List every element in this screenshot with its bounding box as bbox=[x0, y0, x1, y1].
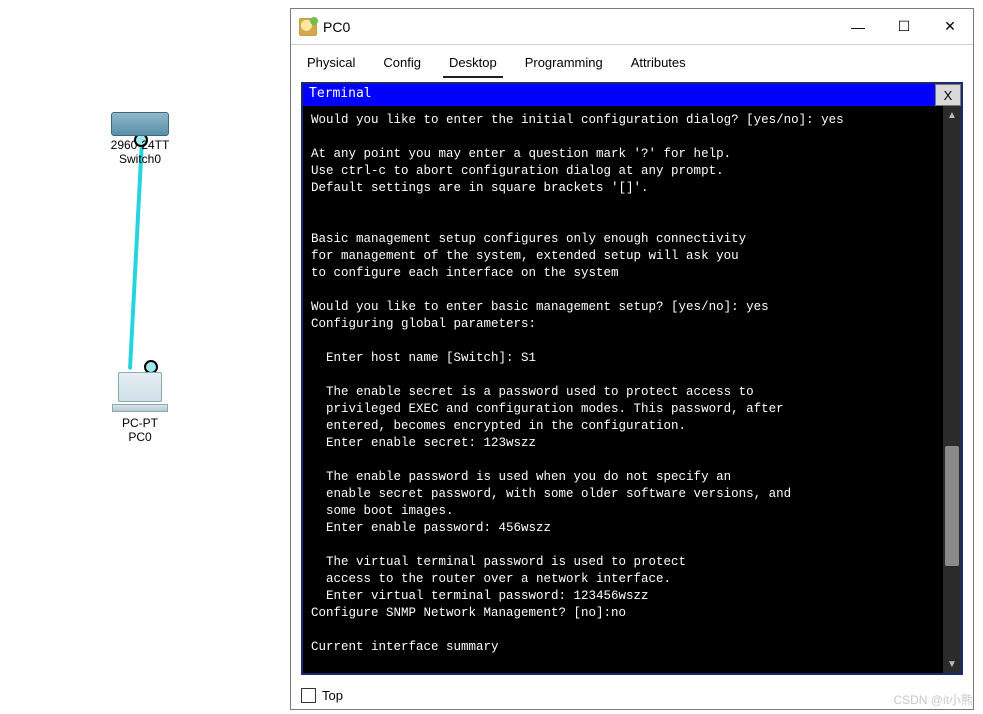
tab-config[interactable]: Config bbox=[377, 51, 427, 78]
link-cable bbox=[128, 140, 144, 370]
switch-icon bbox=[111, 112, 169, 136]
window-title: PC0 bbox=[323, 19, 835, 35]
topology-canvas[interactable]: 2960-24TT Switch0 PC-PT PC0 bbox=[0, 0, 290, 714]
tab-desktop[interactable]: Desktop bbox=[443, 51, 503, 78]
minimize-button[interactable]: ― bbox=[835, 12, 881, 42]
switch-name-label: Switch0 bbox=[100, 152, 180, 166]
terminal-title: Terminal bbox=[303, 84, 935, 106]
device-switch[interactable]: 2960-24TT Switch0 bbox=[100, 112, 180, 166]
pc-model-label: PC-PT bbox=[100, 416, 180, 430]
terminal-header: Terminal X bbox=[303, 84, 961, 106]
bottom-bar: Top bbox=[291, 681, 973, 709]
terminal-close-button[interactable]: X bbox=[935, 84, 961, 106]
tab-physical[interactable]: Physical bbox=[301, 51, 361, 78]
device-pc[interactable]: PC-PT PC0 bbox=[100, 372, 180, 444]
scroll-thumb[interactable] bbox=[945, 446, 959, 566]
tab-programming[interactable]: Programming bbox=[519, 51, 609, 78]
terminal-scrollbar[interactable]: ▲ ▼ bbox=[943, 106, 961, 673]
scroll-down-icon[interactable]: ▼ bbox=[943, 655, 961, 673]
pc-name-label: PC0 bbox=[100, 430, 180, 444]
pc-window-icon bbox=[299, 18, 317, 36]
switch-model-label: 2960-24TT bbox=[100, 138, 180, 152]
pc-window: PC0 ― ☐ ✕ Physical Config Desktop Programmi… bbox=[290, 8, 974, 710]
maximize-button[interactable]: ☐ bbox=[881, 12, 927, 42]
watermark: CSDN @it小熊 bbox=[893, 691, 973, 708]
titlebar[interactable]: PC0 ― ☐ ✕ bbox=[291, 9, 973, 45]
tab-attributes[interactable]: Attributes bbox=[625, 51, 692, 78]
pc-icon bbox=[111, 372, 169, 414]
close-button[interactable]: ✕ bbox=[927, 12, 973, 42]
terminal-output[interactable]: Would you like to enter the initial conf… bbox=[303, 106, 943, 673]
tab-bar: Physical Config Desktop Programming Attribut… bbox=[291, 45, 973, 78]
terminal-panel: Terminal X Would you like to enter the i… bbox=[301, 82, 963, 675]
top-checkbox-label: Top bbox=[322, 688, 343, 703]
top-checkbox[interactable] bbox=[301, 688, 316, 703]
scroll-up-icon[interactable]: ▲ bbox=[943, 106, 961, 124]
